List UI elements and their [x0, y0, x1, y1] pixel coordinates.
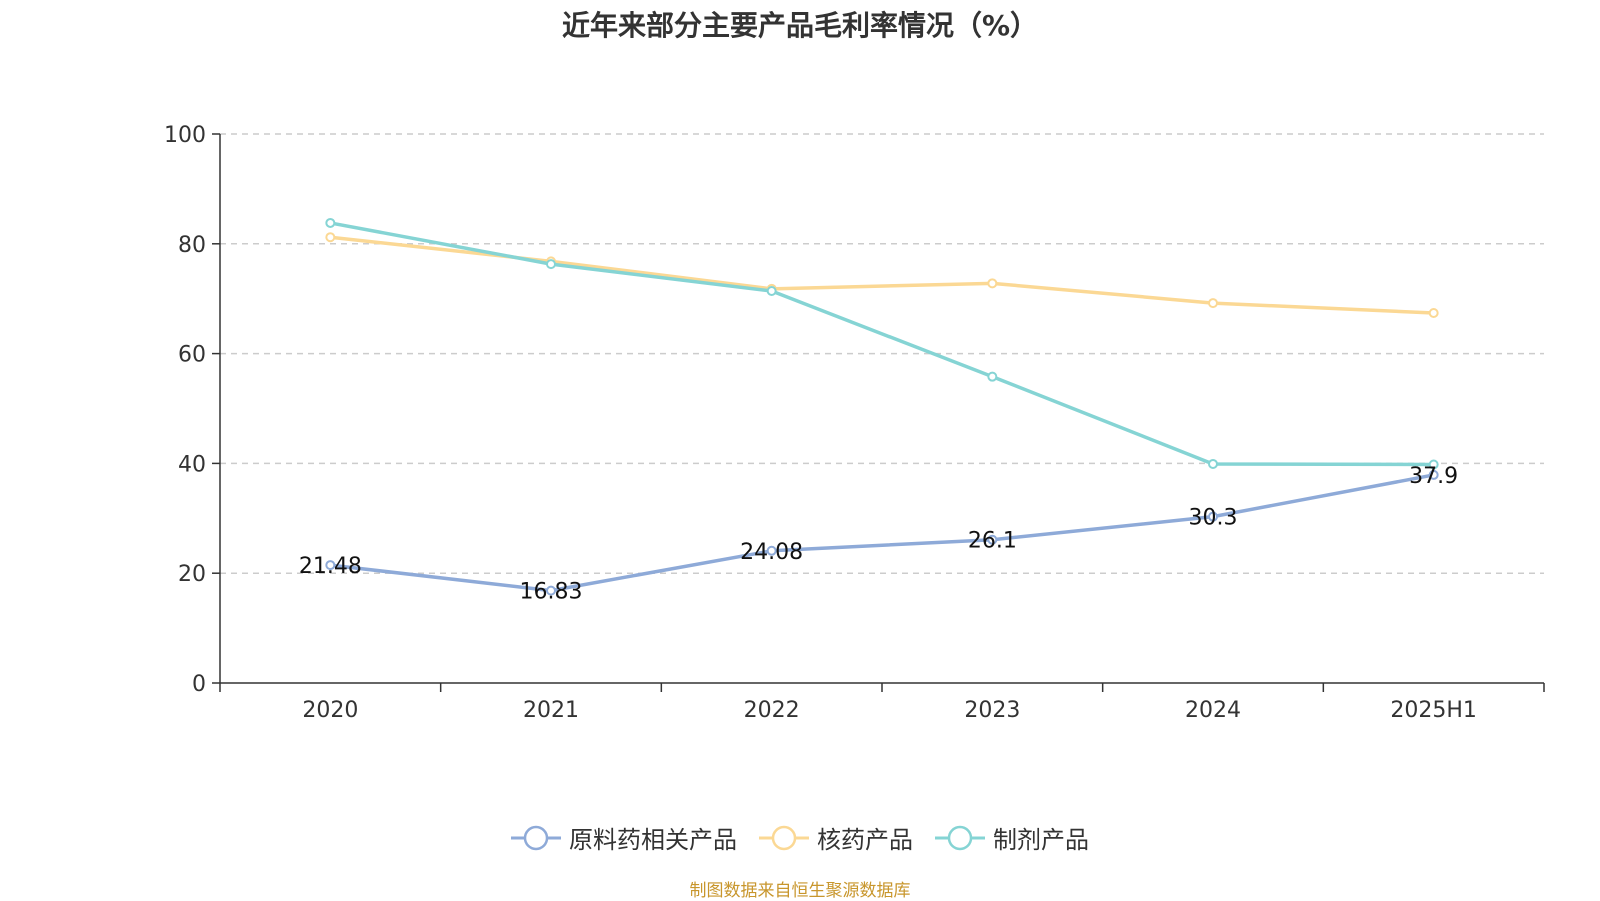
- data-label: 37.9: [1409, 464, 1458, 489]
- data-point[interactable]: [325, 217, 336, 228]
- data-point[interactable]: [987, 278, 998, 289]
- data-point[interactable]: [1428, 307, 1439, 318]
- data-labels: 21.48 16.83 24.08 26.1 30.3 37.9: [299, 464, 1458, 605]
- axes: 0 20 40 60 80 100 2020 2021 2022 2023 2024 2025H1: [164, 123, 1545, 723]
- y-tick-label: 100: [164, 123, 206, 148]
- x-tick-label: 2020: [302, 698, 358, 723]
- x-tick-label: 2022: [744, 698, 800, 723]
- data-point[interactable]: [1208, 458, 1218, 469]
- data-point[interactable]: [546, 259, 556, 270]
- series-lines: [325, 217, 1439, 596]
- data-point[interactable]: [1208, 511, 1218, 522]
- data-label: 26.1: [968, 529, 1017, 554]
- data-point[interactable]: [325, 232, 336, 243]
- legend-item-2[interactable]: 制剂产品: [935, 820, 1089, 855]
- data-point[interactable]: [1428, 469, 1439, 480]
- legend-item-1[interactable]: 核药产品: [759, 820, 913, 855]
- data-point[interactable]: [546, 585, 556, 596]
- grid-lines: [220, 133, 1544, 574]
- x-tick-label: 2021: [523, 698, 579, 723]
- legend: 原料药相关产品 核药产品 制剂产品: [0, 820, 1600, 855]
- source-note: 制图数据来自恒生聚源数据库: [689, 881, 911, 901]
- data-point[interactable]: [766, 545, 777, 556]
- series-line-0: [328, 473, 1436, 593]
- legend-item-0[interactable]: 原料药相关产品: [511, 820, 737, 855]
- y-tick-label: 0: [192, 672, 206, 697]
- data-point[interactable]: [766, 286, 777, 297]
- y-tick-label: 80: [178, 233, 206, 258]
- y-tick-label: 60: [178, 343, 206, 368]
- data-point[interactable]: [325, 560, 336, 571]
- legend-label: 核药产品: [817, 826, 913, 854]
- x-tick-label: 2024: [1185, 698, 1241, 723]
- data-label: 30.3: [1189, 506, 1238, 531]
- data-point[interactable]: [1208, 298, 1218, 309]
- x-tick-label: 2025H1: [1390, 698, 1477, 723]
- legend-label: 制剂产品: [993, 826, 1089, 854]
- legend-swatch-icon: [935, 825, 985, 850]
- x-tick-label: 2023: [964, 698, 1020, 723]
- series-line-1: [328, 235, 1436, 315]
- y-tick-label: 20: [178, 562, 206, 587]
- data-point[interactable]: [987, 534, 998, 545]
- data-point[interactable]: [1428, 459, 1439, 470]
- data-point[interactable]: [987, 371, 998, 382]
- data-label: 21.48: [299, 554, 362, 579]
- chart-title: 近年来部分主要产品毛利率情况（%）: [561, 9, 1039, 42]
- y-tick-label: 40: [178, 452, 206, 477]
- series-line-2: [328, 221, 1436, 467]
- data-label: 24.08: [740, 540, 803, 565]
- legend-label: 原料药相关产品: [569, 826, 737, 854]
- legend-swatch-icon: [511, 825, 561, 850]
- data-label: 16.83: [520, 580, 583, 605]
- legend-swatch-icon: [759, 825, 809, 850]
